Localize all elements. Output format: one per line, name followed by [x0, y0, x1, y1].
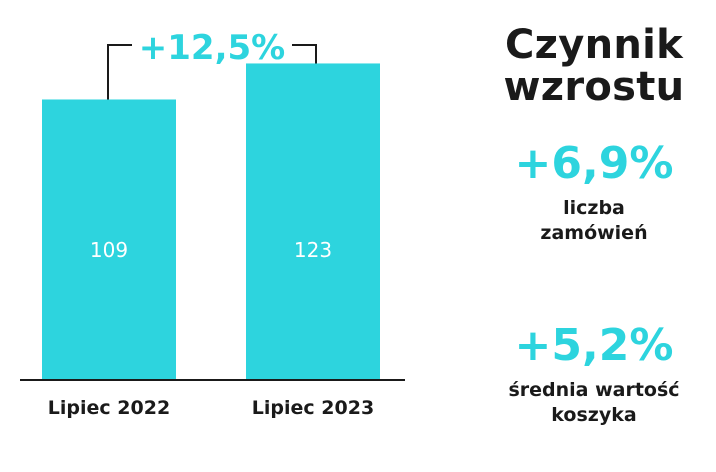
- bar-value-label-2: 123: [294, 238, 332, 262]
- average-basket-label-line1: średnia wartość: [508, 379, 680, 401]
- category-label-2: Lipiec 2023: [252, 397, 374, 419]
- growth-bracket: [107, 44, 317, 100]
- average-basket-label: średnia wartość koszyka: [478, 378, 710, 428]
- orders-count-label-line2: zamówień: [540, 222, 648, 244]
- growth-factor-title-line2: wzrostu: [503, 64, 685, 110]
- growth-factor-title: Czynnik wzrostu: [478, 24, 710, 108]
- average-basket-label-line2: koszyka: [551, 404, 637, 426]
- growth-annotation-label: +12,5%: [139, 28, 285, 68]
- growth-factor-panel: Czynnik wzrostu +6,9% liczba zamówień +5…: [478, 0, 710, 472]
- bar-1: [42, 99, 176, 380]
- category-label-1: Lipiec 2022: [48, 397, 170, 419]
- orders-count-metric: +6,9% liczba zamówień: [478, 140, 710, 246]
- orders-count-growth-value: +6,9%: [514, 138, 674, 189]
- growth-factor-title-line1: Czynnik: [504, 22, 684, 68]
- bar-value-label-1: 109: [90, 238, 128, 262]
- orders-count-label-line1: liczba: [563, 197, 625, 219]
- average-basket-growth-value: +5,2%: [514, 320, 674, 371]
- bar-2: [246, 63, 380, 381]
- orders-count-label: liczba zamówień: [478, 196, 710, 246]
- average-basket-metric: +5,2% średnia wartość koszyka: [478, 322, 710, 428]
